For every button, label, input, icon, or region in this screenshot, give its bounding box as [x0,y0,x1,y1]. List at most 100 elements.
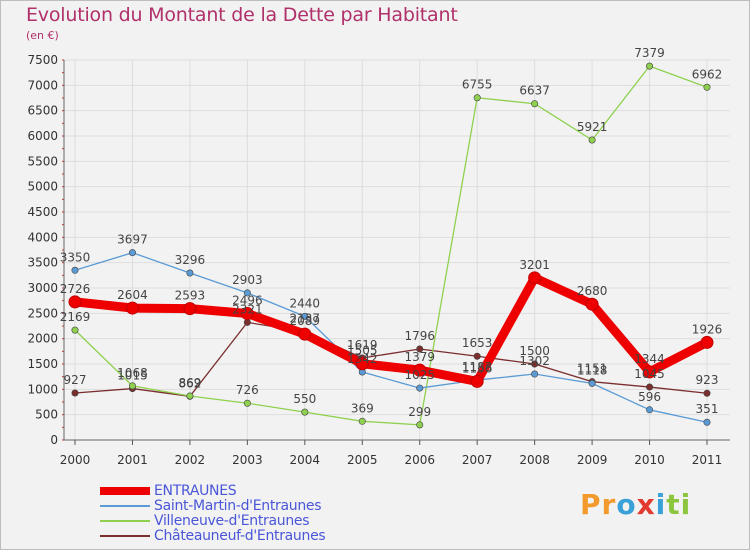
data-point [416,384,424,392]
data-label: 869 [178,376,201,390]
legend-item: Villeneuve-d'Entraunes [100,514,400,529]
x-tick-label: 2008 [519,453,550,467]
data-label: 2169 [60,310,91,324]
data-label: 2604 [117,288,148,302]
data-label: 726 [236,383,259,397]
data-label: 7379 [634,46,665,60]
y-tick-label: 6500 [27,104,58,118]
x-tick-label: 2006 [404,453,435,467]
legend-label: ENTRAUNES [154,483,237,499]
data-point [125,301,139,315]
data-label: 1302 [519,354,550,368]
data-point [703,83,711,91]
data-label: 3201 [519,258,550,272]
series-line-1 [74,252,708,423]
data-label: 1379 [404,350,435,364]
logo-letter: i [680,488,692,521]
data-point [531,100,539,108]
data-label: 550 [293,392,316,406]
data-label: 1505 [347,344,378,358]
data-label: 369 [351,401,374,415]
data-point [355,357,369,371]
data-point [416,421,424,429]
x-tick-label: 2007 [462,453,493,467]
data-label: 6962 [692,67,723,81]
data-label: 1619 [347,338,378,352]
y-tick-label: 2500 [27,306,58,320]
y-tick-label: 6000 [27,129,58,143]
chart-legend: ENTRAUNES Saint-Martin-d'Entraunes Villene… [100,484,400,544]
data-label: 3296 [175,253,206,267]
data-point [68,295,82,309]
data-point [700,335,714,349]
legend-label: Châteauneuf-d'Entraunes [154,528,326,544]
data-point [301,312,309,320]
data-label: 923 [696,373,719,387]
data-point [416,345,424,353]
data-point [71,389,79,397]
data-label: 1068 [117,366,148,380]
logo-letter: x [636,488,656,521]
data-point [528,271,542,285]
data-label: 2089 [290,314,321,328]
data-point [588,136,596,144]
y-tick-label: 4500 [27,205,58,219]
data-point [703,389,711,397]
data-point [243,399,251,407]
data-point [413,363,427,377]
data-label: 1045 [634,367,665,381]
series-line-3 [74,321,708,397]
logo-letter: P [580,488,602,521]
data-point [71,326,79,334]
data-label: 3350 [60,250,91,264]
data-label: 6637 [519,84,550,98]
y-tick-label: 0 [50,433,58,447]
data-label: 2440 [290,296,321,310]
data-label: 596 [638,390,661,404]
data-point [585,297,599,311]
plot-area [64,60,730,440]
legend-swatch [100,505,150,507]
legend-swatch [100,535,150,537]
logo-letter: t [666,488,681,521]
data-point [531,360,539,368]
legend-item: ENTRAUNES [100,484,400,499]
y-tick-label: 7500 [27,53,58,67]
data-label: 2593 [175,289,206,303]
logo-letter: o [616,488,637,521]
data-point [531,370,539,378]
data-point [646,62,654,70]
data-label: 2321 [232,302,263,316]
data-label: 2726 [60,282,91,296]
data-label: 927 [64,373,87,387]
y-tick-label: 5500 [27,154,58,168]
proxiti-logo: Proxiti [580,488,691,521]
data-label: 299 [408,405,431,419]
data-point [298,327,312,341]
series-line-2 [74,65,708,426]
chart-title: Evolution du Montant de la Dette par Hab… [26,4,458,26]
data-label: 1015 [117,369,148,383]
data-label: 3697 [117,233,148,247]
data-label: 1118 [577,363,608,377]
data-point [71,266,79,274]
data-point [186,392,194,400]
y-tick-label: 1000 [27,382,58,396]
y-tick-label: 4000 [27,230,58,244]
data-label: 1151 [577,362,608,376]
x-tick-label: 2005 [347,453,378,467]
legend-item: Saint-Martin-d'Entraunes [100,499,400,514]
data-label: 1500 [519,344,550,358]
legend-swatch [100,487,150,495]
data-label: 1926 [692,322,723,336]
data-point [128,382,136,390]
data-label: 1156 [462,361,493,375]
x-tick-label: 2000 [60,453,91,467]
data-point [470,374,484,388]
data-point [646,406,654,414]
data-label: 1653 [462,336,493,350]
legend-label: Saint-Martin-d'Entraunes [154,498,322,514]
data-label: 1025 [404,368,435,382]
data-point [128,249,136,257]
